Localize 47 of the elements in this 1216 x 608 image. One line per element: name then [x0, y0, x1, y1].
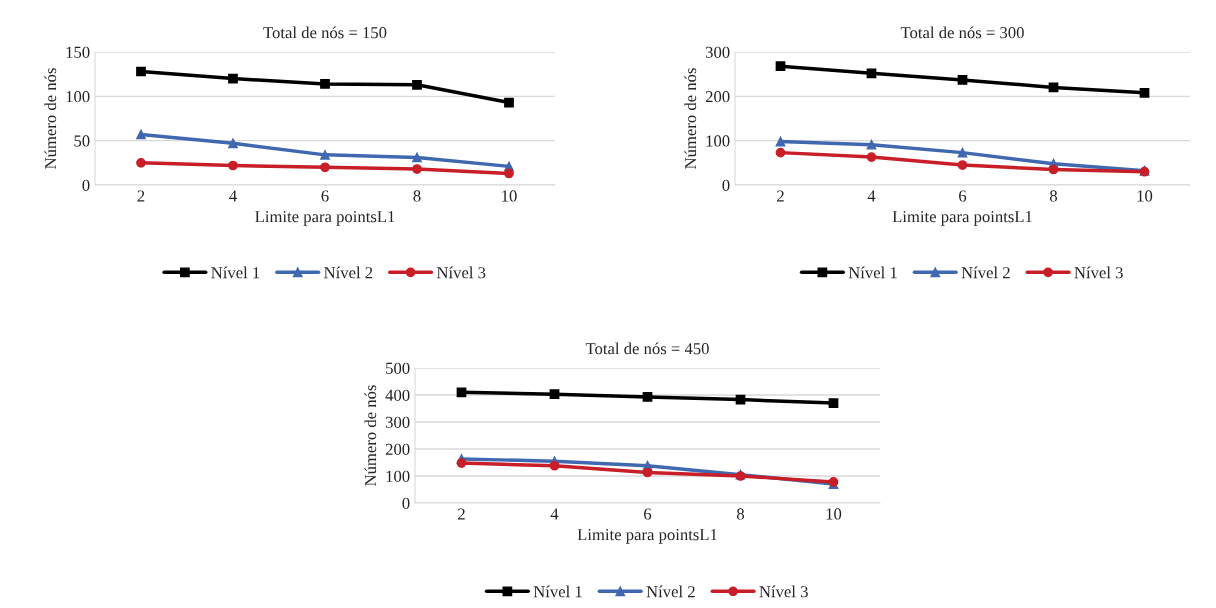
- x-tick-label: 6: [644, 508, 652, 520]
- x-tick-label: 8: [736, 508, 745, 520]
- y-tick-label: 0: [82, 179, 90, 191]
- y-axis-title: Número de nós: [364, 385, 377, 486]
- x-tick-label: 6: [959, 190, 967, 202]
- y-tick-label: 500: [386, 362, 410, 374]
- legend-label: Nível 3: [759, 585, 808, 598]
- x-axis-title: Limite para pointsL1: [577, 529, 717, 544]
- x-tick-label: 6: [321, 190, 329, 202]
- legend-label: Nível 2: [646, 585, 695, 598]
- x-tick-label: 4: [867, 190, 876, 202]
- x-axis-title: Limite para pointsL1: [892, 211, 1032, 226]
- legend-label: Nível 1: [848, 266, 897, 279]
- legend-label: Nível 1: [211, 266, 260, 279]
- x-tick-label: 8: [1049, 190, 1058, 202]
- y-tick-label: 0: [722, 179, 730, 191]
- legend-label: Nível 2: [961, 266, 1010, 279]
- x-tick-label: 2: [777, 190, 784, 202]
- y-tick-label: 200: [705, 91, 730, 103]
- y-axis-title: Número de nós: [44, 68, 57, 169]
- x-tick-label: 4: [229, 190, 237, 202]
- x-axis-title: Limite para pointsL1: [255, 211, 395, 226]
- x-tick-label: 10: [826, 508, 842, 520]
- x-tick-label: 10: [1137, 190, 1153, 202]
- y-tick-label: 300: [385, 416, 410, 428]
- legend-label: Nível 1: [533, 585, 582, 598]
- y-tick-label: 300: [705, 46, 730, 58]
- y-tick-label: 100: [66, 91, 90, 103]
- y-tick-label: 50: [74, 135, 90, 147]
- y-axis-title: Número de nós: [684, 68, 697, 169]
- legend-label: Nível 2: [324, 266, 373, 279]
- x-tick-label: 2: [458, 508, 465, 520]
- x-tick-label: 4: [550, 508, 559, 520]
- chart-title: Total de nós = 300: [900, 26, 1024, 39]
- y-tick-label: 400: [385, 389, 410, 401]
- y-tick-label: 0: [402, 497, 410, 509]
- x-tick-label: 2: [137, 190, 145, 202]
- legend-label: Nível 3: [436, 266, 486, 279]
- y-tick-label: 200: [385, 443, 410, 455]
- chart-title: Total de nós = 150: [263, 26, 387, 39]
- x-tick-label: 10: [502, 190, 517, 202]
- x-tick-label: 8: [413, 190, 421, 202]
- legend-label: Nível 3: [1074, 266, 1123, 279]
- y-tick-label: 150: [66, 46, 90, 58]
- y-tick-label: 100: [706, 135, 730, 147]
- y-tick-label: 100: [386, 470, 410, 482]
- chart-title: Total de nós = 450: [585, 342, 709, 355]
